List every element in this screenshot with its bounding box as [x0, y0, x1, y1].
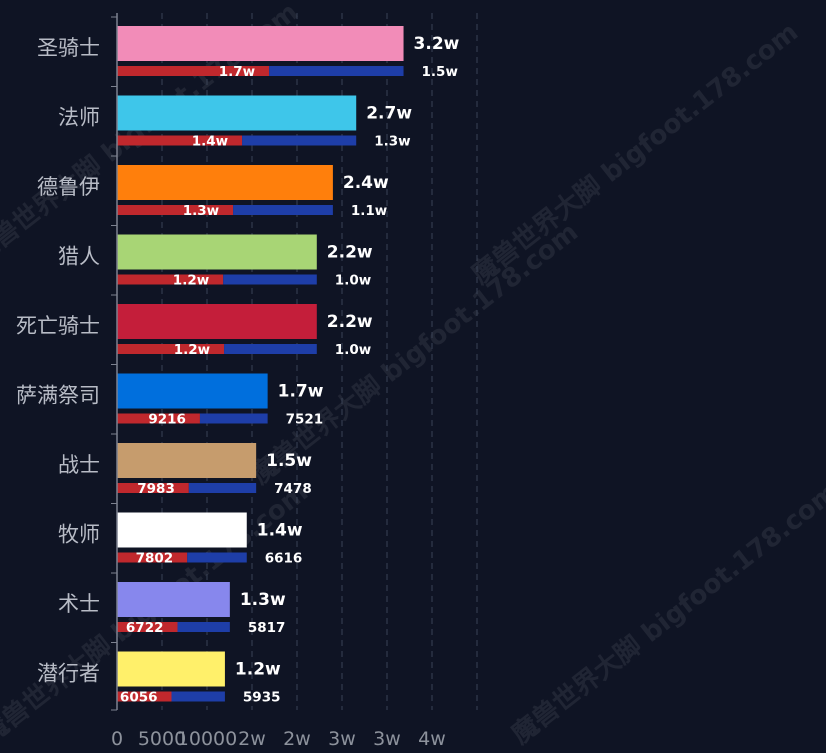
- category-label: 猎人: [58, 245, 100, 269]
- x-tick-label: 0: [111, 728, 123, 750]
- total-value-label: 1.3w: [240, 590, 286, 610]
- category-label: 潜行者: [37, 662, 100, 686]
- split-blue-bar: [242, 135, 357, 146]
- split-blue-bar: [233, 205, 333, 215]
- split-blue-bar: [188, 483, 257, 493]
- split-blue-label: 1.1w: [351, 203, 387, 219]
- split-red-bar: [117, 413, 200, 424]
- category-label: 死亡骑士: [16, 314, 100, 338]
- split-blue-label: 7521: [286, 412, 324, 428]
- total-value-label: 1.7w: [278, 382, 324, 402]
- split-red-label: 1.2w: [174, 342, 210, 358]
- split-red-bar: [117, 622, 178, 632]
- split-blue-label: 5935: [243, 690, 281, 706]
- total-value-label: 2.7w: [366, 104, 412, 124]
- x-tick-label: 3w: [328, 728, 356, 750]
- x-tick-label: 4w: [418, 728, 446, 750]
- total-bar: [117, 651, 225, 687]
- split-blue-bar: [187, 552, 247, 563]
- watermark-text: 魔兽世界大脚 bigfoot.178.com: [466, 16, 804, 290]
- split-red-label: 1.3w: [183, 203, 219, 219]
- split-red-bar: [117, 135, 243, 146]
- x-tick-label: 3w: [373, 728, 401, 750]
- split-red-label: 7802: [136, 551, 174, 567]
- split-red-bar: [117, 205, 234, 215]
- split-red-bar: [117, 274, 224, 285]
- total-bar: [117, 512, 247, 548]
- category-label: 萨满祭司: [16, 384, 100, 408]
- total-bar: [117, 582, 230, 617]
- total-value-label: 2.2w: [327, 243, 373, 263]
- split-blue-bar: [171, 691, 225, 702]
- total-value-label: 2.4w: [343, 173, 389, 193]
- split-blue-label: 1.0w: [335, 273, 371, 289]
- split-blue-bar: [224, 344, 317, 354]
- split-red-label: 1.4w: [192, 134, 228, 150]
- category-label: 术士: [58, 592, 100, 616]
- x-tick-label: 2w: [283, 728, 311, 750]
- category-label: 战士: [58, 453, 100, 477]
- x-tick-label: 5000: [138, 728, 186, 750]
- split-red-label: 1.7w: [219, 64, 255, 80]
- split-blue-label: 5817: [248, 620, 286, 636]
- split-blue-label: 6616: [265, 551, 303, 567]
- bars-layer: 3.2w 1.7w 1.5w 2.7w 1.4w 1.3w 2.4w 1.3w 1.1w 2.2w…: [117, 26, 460, 706]
- total-bar: [117, 373, 268, 409]
- split-red-bar: [117, 691, 172, 702]
- total-value-label: 2.2w: [327, 312, 373, 332]
- category-label: 法师: [58, 106, 100, 130]
- split-blue-bar: [223, 274, 317, 285]
- total-bar: [117, 443, 257, 478]
- split-blue-bar: [199, 413, 268, 424]
- split-red-label: 6056: [120, 690, 158, 706]
- total-bar: [117, 26, 404, 61]
- x-tick-label: 10000: [177, 728, 237, 750]
- total-value-label: 3.2w: [414, 34, 460, 54]
- split-red-label: 1.2w: [173, 273, 209, 289]
- total-bar: [117, 304, 317, 339]
- watermark-text: 魔兽世界大脚 bigfoot.178.com: [506, 476, 826, 750]
- total-bar: [117, 234, 317, 270]
- split-blue-label: 1.3w: [374, 134, 410, 150]
- x-tick-label: 2w: [238, 728, 266, 750]
- split-red-bar: [117, 552, 188, 563]
- split-red-bar: [117, 344, 225, 354]
- total-value-label: 1.5w: [266, 451, 312, 471]
- category-label: 圣骑士: [37, 36, 100, 60]
- category-label: 牧师: [58, 523, 100, 547]
- category-label: 德鲁伊: [37, 175, 100, 199]
- split-blue-label: 1.5w: [422, 64, 458, 80]
- split-blue-bar: [177, 622, 230, 632]
- split-blue-label: 1.0w: [335, 342, 371, 358]
- total-value-label: 1.2w: [235, 660, 281, 680]
- split-red-bar: [117, 483, 189, 493]
- total-value-label: 1.4w: [257, 521, 303, 541]
- split-red-label: 6722: [126, 620, 164, 636]
- split-blue-label: 7478: [274, 481, 312, 497]
- split-red-label: 7983: [137, 481, 175, 497]
- total-bar: [117, 165, 333, 200]
- split-blue-bar: [269, 66, 404, 76]
- split-red-bar: [117, 66, 270, 76]
- split-red-label: 9216: [148, 412, 186, 428]
- total-bar: [117, 95, 357, 131]
